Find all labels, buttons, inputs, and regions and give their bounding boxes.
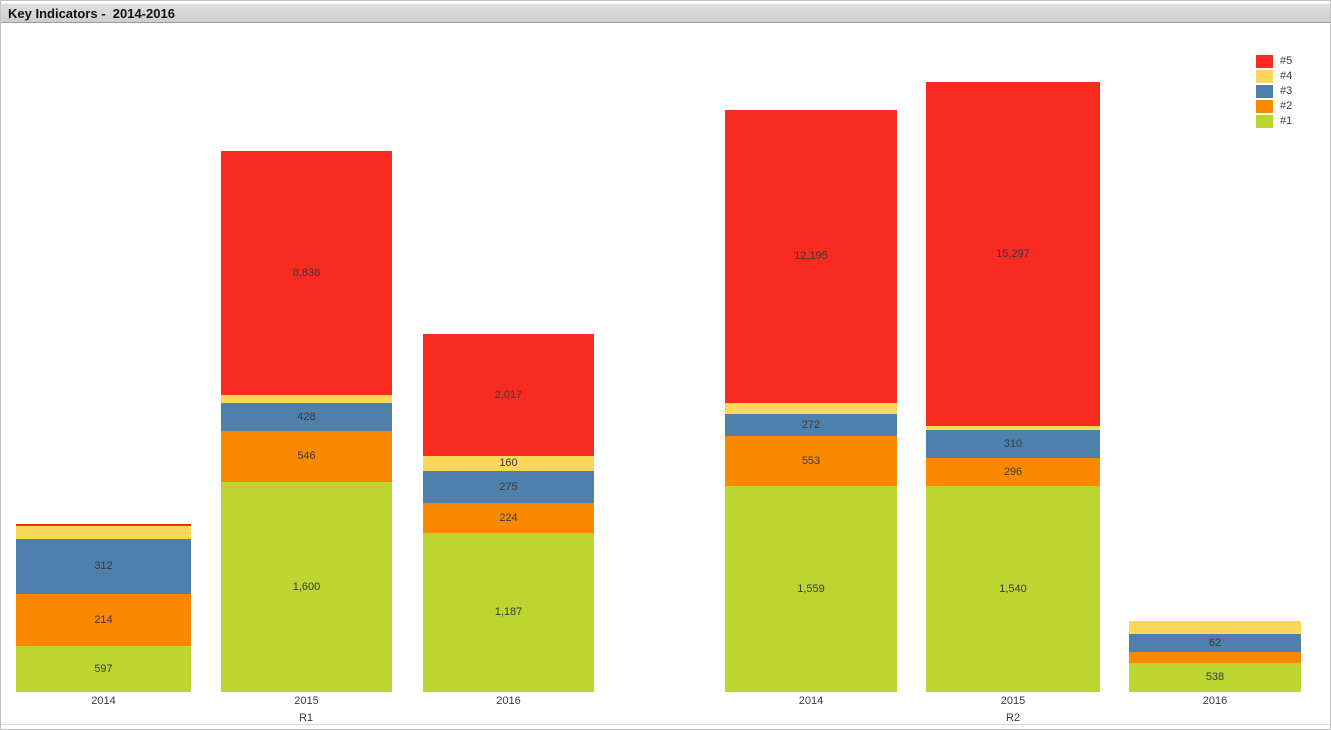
stacked-bar-r2-2014: 1,559 553 272 12,195 — [725, 110, 897, 692]
legend-label: #5 — [1280, 55, 1293, 67]
legend-item-1[interactable]: #1 — [1256, 114, 1292, 129]
bar-segment-series2[interactable]: 296 — [926, 458, 1100, 486]
segment-value-label: 597 — [94, 662, 113, 675]
legend-label: #1 — [1280, 115, 1293, 127]
bar-segment-series5[interactable]: 12,195 — [725, 110, 897, 403]
bar-segment-series5[interactable]: 2,017 — [423, 334, 594, 456]
segment-value-label: 1,600 — [292, 580, 321, 593]
stacked-bar-r1-2016: 1,187 224 275 160 2,017 — [423, 334, 594, 692]
legend-label: #2 — [1280, 100, 1293, 112]
legend: #5 #4 #3 #2 #1 — [1256, 54, 1292, 129]
stacked-bar-r1-2015: 1,600 546 428 8,838 — [221, 151, 392, 692]
segment-value-label: 546 — [297, 450, 316, 462]
stacked-bar-r2-2015: 1,540 296 310 15,297 — [926, 82, 1100, 692]
legend-swatch-2 — [1256, 100, 1273, 113]
legend-swatch-3 — [1256, 85, 1273, 98]
bar-segment-series3[interactable]: 62 — [1129, 634, 1301, 652]
x-axis-label-r2-2016: 2016 — [1202, 695, 1228, 707]
x-axis-label-r1-2016: 2016 — [496, 695, 521, 707]
segment-value-label: 1,559 — [797, 582, 825, 595]
x-axis-label-r1-2015: 2015 — [294, 695, 319, 707]
segment-value-label: 1,540 — [999, 582, 1027, 595]
bottom-divider — [1, 724, 1330, 725]
segment-value-label: 275 — [499, 480, 518, 493]
bar-segment-series1[interactable]: 1,540 — [926, 486, 1100, 692]
segment-value-label: 2,017 — [494, 388, 523, 401]
bar-segment-series2[interactable]: 224 — [423, 503, 594, 533]
segment-value-label: 553 — [801, 454, 821, 467]
bar-segment-series2[interactable] — [1129, 652, 1301, 663]
segment-value-label: 296 — [1003, 465, 1023, 478]
bar-segment-series1[interactable]: 1,187 — [423, 533, 594, 692]
bar-segment-series5[interactable]: 8,838 — [221, 151, 392, 395]
bar-segment-series2[interactable]: 553 — [725, 436, 897, 486]
bar-segment-series1[interactable]: 538 — [1129, 663, 1301, 692]
segment-value-label: 214 — [94, 613, 113, 626]
segment-value-label: 272 — [801, 418, 821, 431]
stacked-bar-r1-2014: 597 214 312 — [16, 524, 191, 692]
segment-value-label: 310 — [1003, 437, 1023, 450]
window-title: Key Indicators - 2014-2016 — [8, 5, 175, 21]
bar-segment-series3[interactable]: 428 — [221, 403, 392, 431]
legend-swatch-1 — [1256, 115, 1273, 128]
bar-segment-series4[interactable] — [221, 395, 392, 403]
stacked-bar-r2-2016: 538 62 — [1129, 621, 1301, 692]
bar-segment-series2[interactable]: 546 — [221, 431, 392, 482]
bar-segment-series5[interactable]: 15,297 — [926, 82, 1100, 426]
segment-value-label: 8,838 — [292, 266, 321, 279]
group-label-r2: R2 — [1005, 712, 1021, 724]
x-axis-label-r2-2015: 2015 — [1000, 695, 1026, 707]
legend-item-5[interactable]: #5 — [1256, 54, 1292, 69]
legend-item-4[interactable]: #4 — [1256, 69, 1292, 84]
group-label-r1: R1 — [298, 712, 314, 724]
legend-swatch-4 — [1256, 70, 1273, 83]
legend-item-3[interactable]: #3 — [1256, 84, 1292, 99]
segment-value-label: 428 — [297, 410, 316, 423]
segment-value-label: 1,187 — [494, 606, 523, 618]
bar-segment-series3[interactable]: 275 — [423, 471, 594, 503]
bar-segment-series4[interactable] — [16, 526, 191, 539]
bar-segment-series5[interactable] — [16, 524, 191, 526]
bar-segment-series1[interactable]: 1,559 — [725, 486, 897, 692]
bar-segment-series1[interactable]: 597 — [16, 646, 191, 692]
bar-segment-series3[interactable]: 310 — [926, 430, 1100, 458]
bar-segment-series4[interactable] — [926, 426, 1100, 430]
bar-segment-series2[interactable]: 214 — [16, 594, 191, 646]
segment-value-label: 62 — [1208, 636, 1222, 649]
bar-segment-series1[interactable]: 1,600 — [221, 482, 392, 692]
segment-value-label: 15,297 — [996, 247, 1030, 260]
segment-value-label: 160 — [499, 457, 518, 469]
legend-label: #3 — [1280, 85, 1293, 97]
bar-segment-series3[interactable]: 272 — [725, 414, 897, 436]
window-titlebar[interactable]: Key Indicators - 2014-2016 — [1, 3, 1330, 23]
x-axis-label-r2-2014: 2014 — [798, 695, 824, 707]
segment-value-label: 224 — [499, 511, 518, 524]
legend-swatch-5 — [1256, 55, 1273, 68]
bar-segment-series4[interactable] — [1129, 621, 1301, 634]
x-axis-label-r1-2014: 2014 — [91, 695, 116, 707]
legend-item-2[interactable]: #2 — [1256, 99, 1292, 114]
segment-value-label: 312 — [94, 560, 113, 572]
bar-segment-series4[interactable] — [725, 403, 897, 414]
segment-value-label: 12,195 — [794, 250, 828, 262]
legend-label: #4 — [1280, 70, 1293, 82]
bar-segment-series3[interactable]: 312 — [16, 539, 191, 594]
segment-value-label: 538 — [1205, 671, 1225, 683]
bar-segment-series4[interactable]: 160 — [423, 456, 594, 471]
